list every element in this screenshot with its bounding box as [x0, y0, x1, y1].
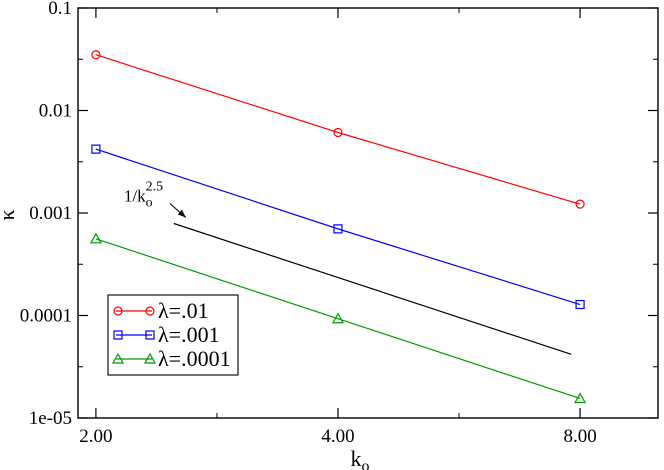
tick-labels: 1e-05 0.0001 0.001 0.01 0.1 2.00 4.00 8.00 — [20, 0, 597, 447]
legend-label: λ=.01 — [158, 298, 209, 323]
y-tick-label: 1e-05 — [29, 408, 72, 429]
data-point-square — [575, 299, 585, 310]
series-line-0 — [95, 54, 581, 205]
data-point-circle — [333, 127, 343, 138]
data-point-triangle — [331, 312, 345, 324]
data-point-square — [91, 144, 101, 154]
y-tick-label: 0.0001 — [20, 306, 72, 327]
y-axis-label: κ — [0, 209, 19, 220]
legend-marker — [113, 330, 123, 340]
legend-marker — [145, 330, 155, 340]
reference-slope: 1/ko2.5 — [124, 179, 572, 355]
x-tick-label: 8.00 — [563, 426, 596, 447]
series-markers — [89, 50, 587, 404]
reference-line — [173, 222, 572, 355]
legend-label: λ=.001 — [158, 322, 220, 347]
series-line-1 — [95, 148, 581, 306]
legend-marker — [111, 352, 125, 364]
plot-frame — [77, 7, 659, 419]
x-tick-label: 4.00 — [321, 426, 354, 447]
y-tick-label: 0.1 — [48, 0, 72, 19]
legend-marker — [113, 306, 123, 316]
series-lines — [95, 54, 581, 400]
legend-marker — [145, 306, 155, 316]
series-line-2 — [95, 238, 581, 400]
x-tick-label: 2.00 — [79, 426, 112, 447]
data-point-circle — [575, 199, 585, 209]
annotation-label: 1/ko2.5 — [124, 179, 163, 210]
annotation-arrowhead — [177, 209, 186, 218]
x-axis-label: ko — [351, 446, 370, 470]
data-point-triangle — [574, 392, 587, 404]
data-point-triangle — [89, 232, 102, 244]
data-point-circle — [91, 50, 101, 60]
y-tick-label: 0.001 — [29, 203, 72, 224]
y-tick-label: 0.01 — [39, 101, 72, 122]
legend-marker — [143, 352, 157, 364]
legend-label: λ=.0001 — [158, 346, 231, 371]
x-axis-label-subscript: o — [362, 458, 370, 470]
data-point-square — [333, 224, 343, 234]
